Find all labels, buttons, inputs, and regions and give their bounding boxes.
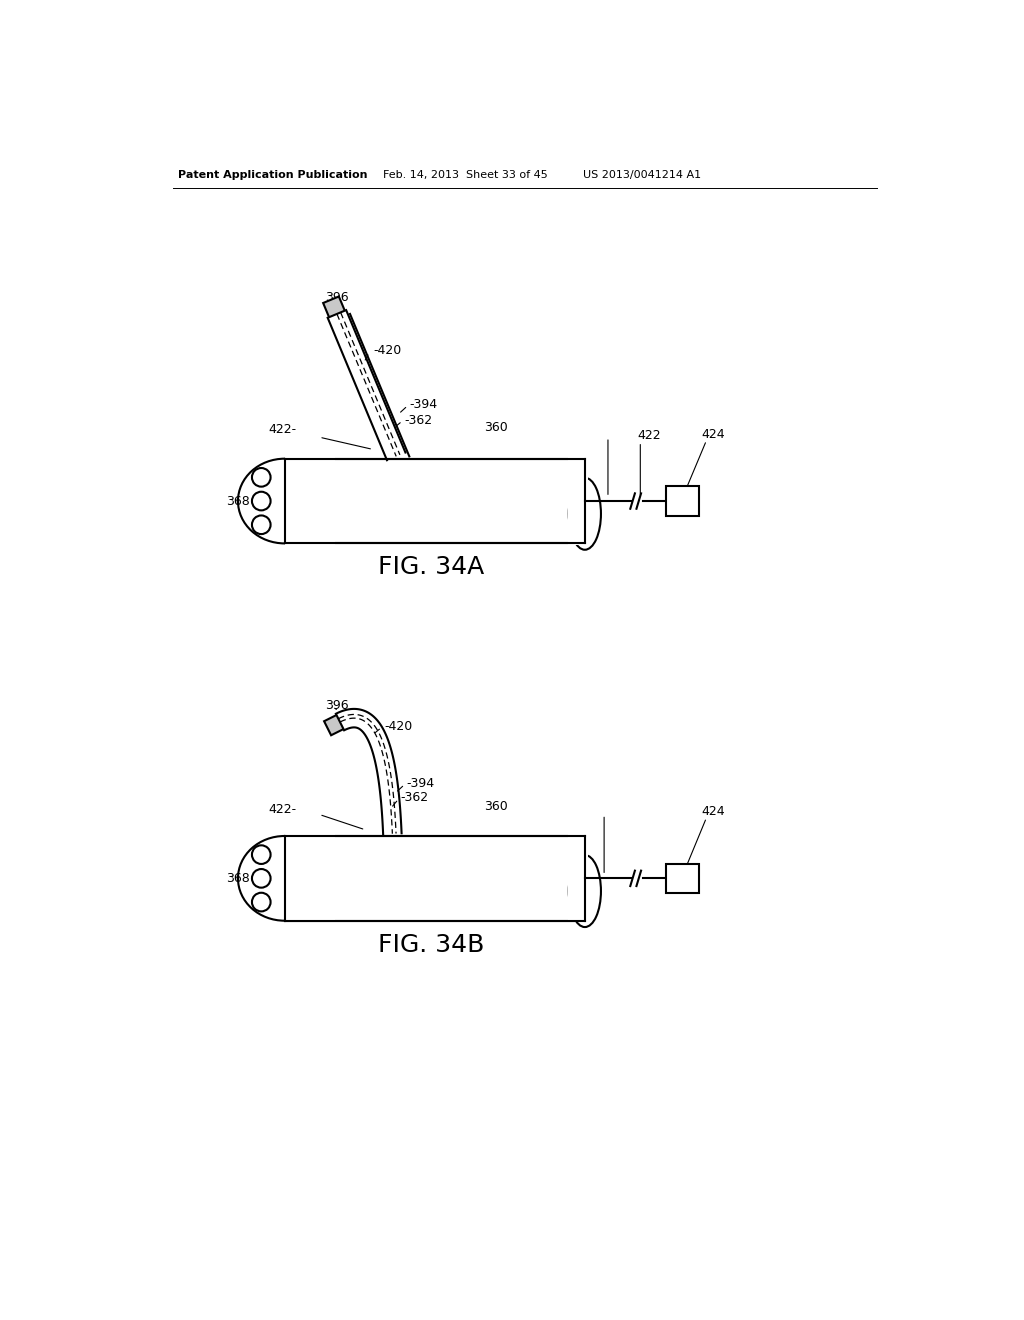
Text: Patent Application Publication: Patent Application Publication bbox=[178, 170, 368, 181]
Text: 360: 360 bbox=[484, 800, 508, 813]
Bar bbox=[667, 487, 698, 516]
Bar bbox=[285, 836, 585, 921]
Bar bbox=[568, 834, 588, 923]
Text: -362: -362 bbox=[400, 791, 428, 804]
Circle shape bbox=[252, 492, 270, 511]
Bar bbox=[285, 834, 335, 923]
Text: FIG. 34A: FIG. 34A bbox=[378, 554, 484, 578]
Text: 424: 424 bbox=[701, 428, 725, 441]
Circle shape bbox=[252, 469, 270, 487]
Polygon shape bbox=[324, 297, 345, 317]
Circle shape bbox=[252, 892, 270, 911]
Ellipse shape bbox=[568, 478, 601, 549]
Text: 396: 396 bbox=[325, 290, 348, 304]
Text: 424: 424 bbox=[701, 805, 725, 818]
Text: 368: 368 bbox=[226, 871, 250, 884]
Text: FIG. 34B: FIG. 34B bbox=[378, 933, 484, 957]
Text: -394: -394 bbox=[407, 777, 434, 791]
Bar bbox=[568, 457, 588, 545]
Text: 360: 360 bbox=[484, 421, 508, 434]
Text: 396: 396 bbox=[325, 698, 348, 711]
Text: -420: -420 bbox=[373, 345, 401, 358]
Bar bbox=[667, 863, 698, 892]
Text: 368: 368 bbox=[226, 495, 250, 508]
Circle shape bbox=[252, 515, 270, 535]
Ellipse shape bbox=[568, 855, 601, 927]
Text: 422-: 422- bbox=[268, 804, 296, 816]
Bar bbox=[285, 459, 585, 544]
Polygon shape bbox=[324, 715, 343, 735]
Circle shape bbox=[252, 869, 270, 887]
Text: -420: -420 bbox=[385, 721, 413, 733]
Ellipse shape bbox=[238, 459, 331, 544]
Text: Feb. 14, 2013  Sheet 33 of 45: Feb. 14, 2013 Sheet 33 of 45 bbox=[383, 170, 548, 181]
Text: 422-: 422- bbox=[268, 422, 296, 436]
Text: -394: -394 bbox=[410, 399, 437, 412]
Text: 422: 422 bbox=[637, 429, 660, 442]
Ellipse shape bbox=[238, 836, 331, 921]
Text: US 2013/0041214 A1: US 2013/0041214 A1 bbox=[584, 170, 701, 181]
Bar bbox=[285, 457, 335, 545]
Circle shape bbox=[252, 845, 270, 865]
Text: -362: -362 bbox=[403, 413, 432, 426]
